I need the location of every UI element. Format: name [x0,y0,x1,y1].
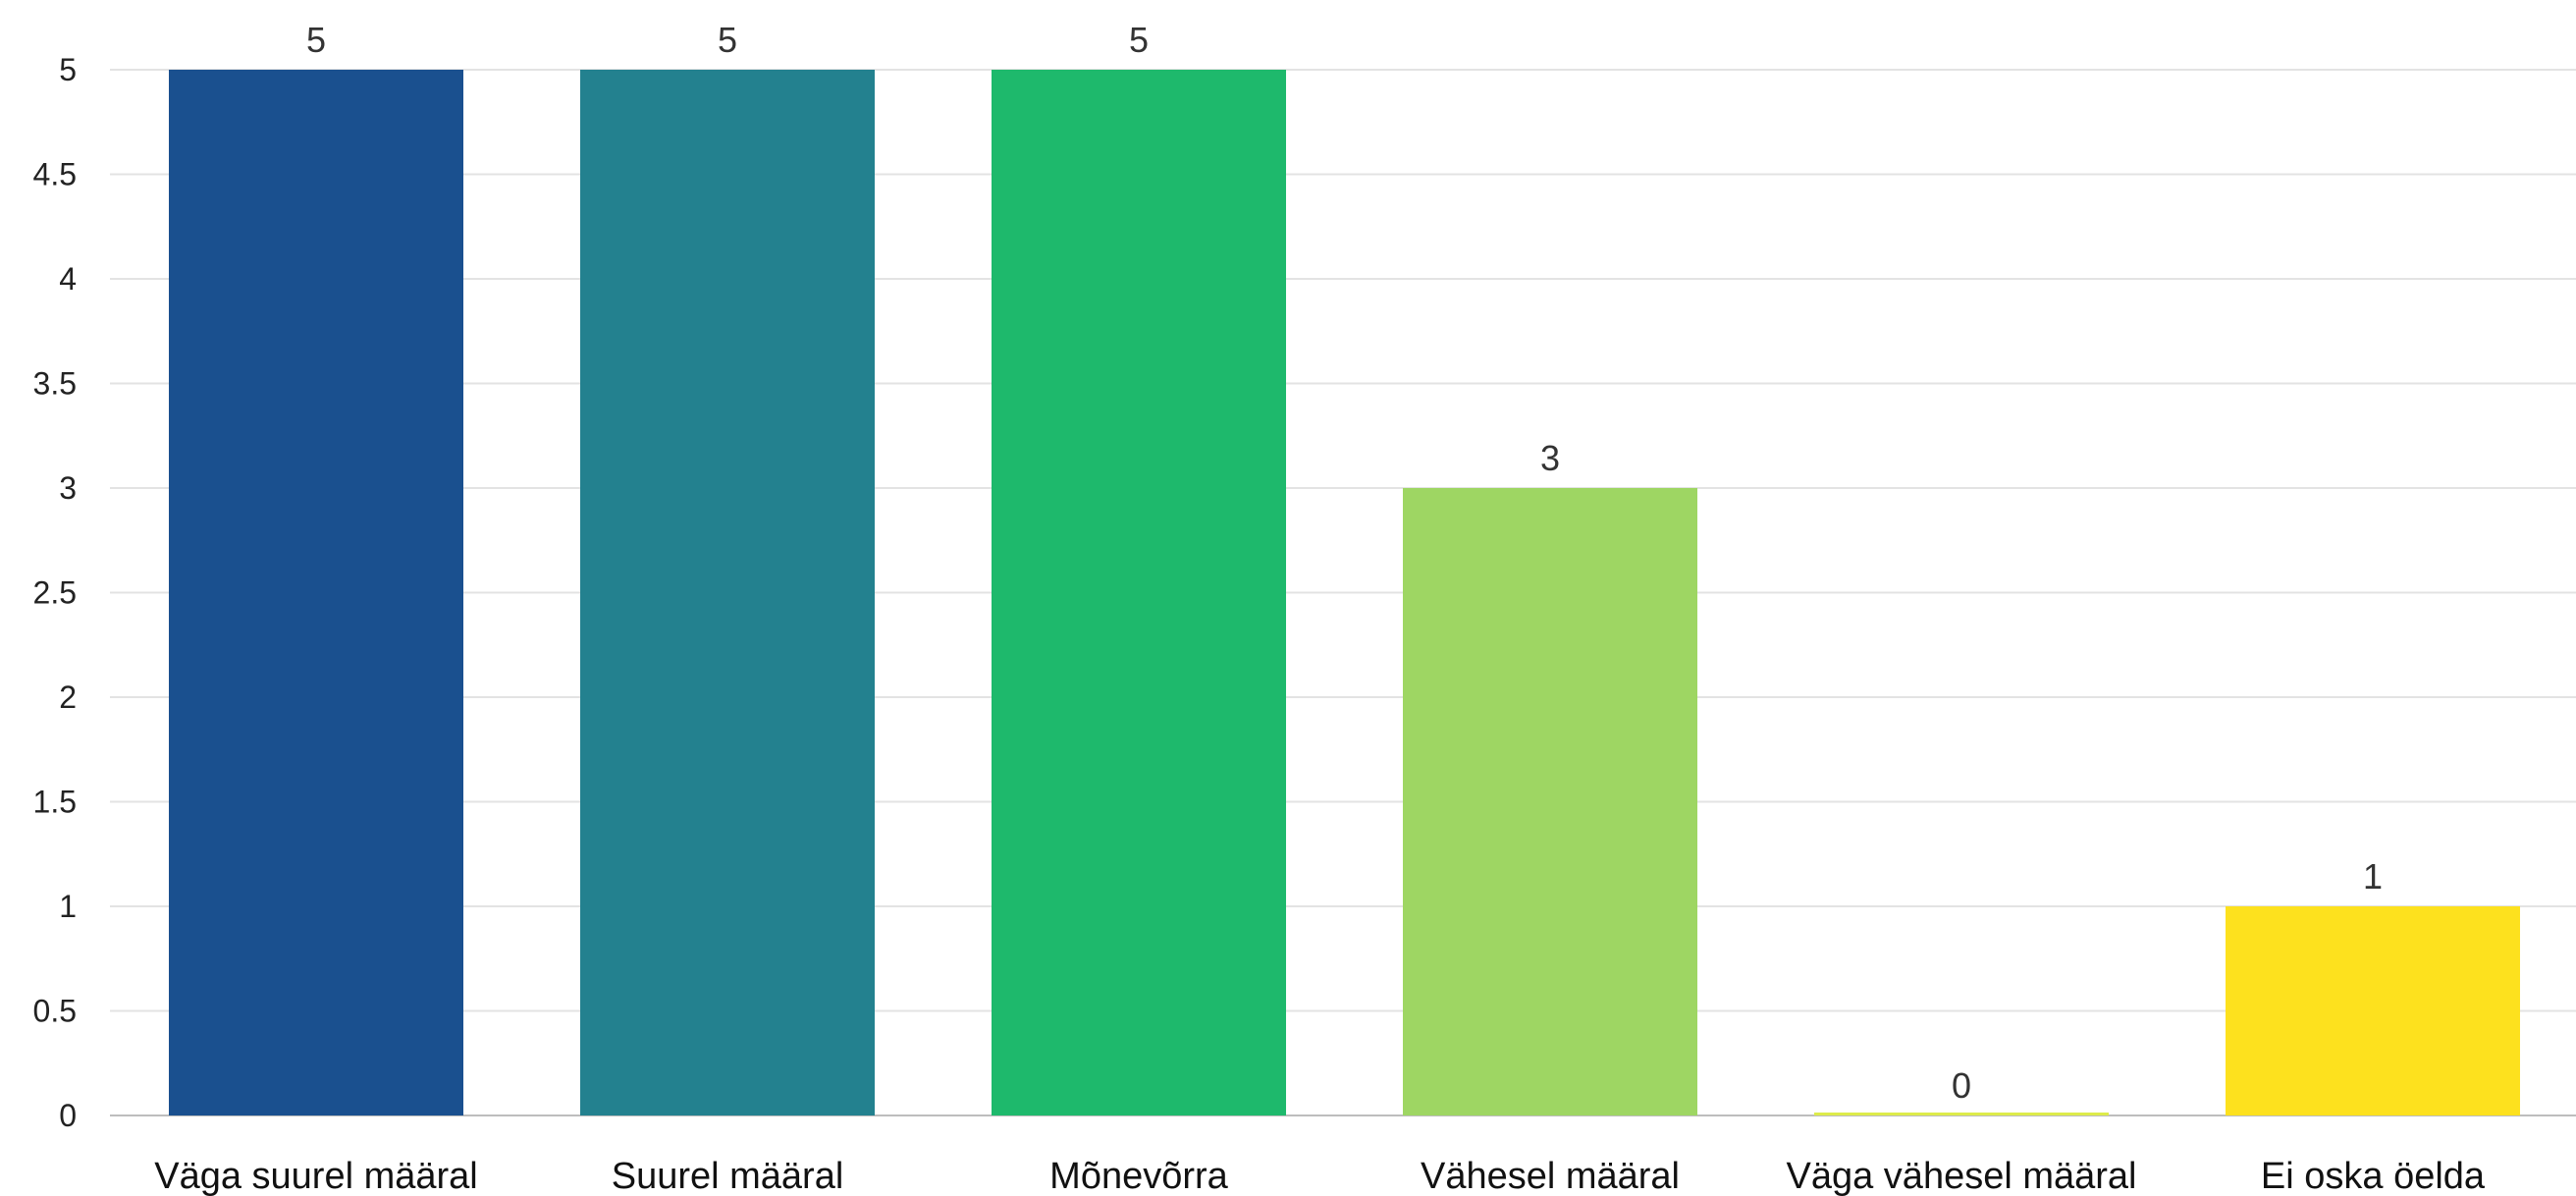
x-category-label-3: Mõnevõrra [1049,1156,1228,1196]
x-category-label-1: Väga suurel määral [154,1156,478,1196]
data-label-3: 5 [1129,20,1149,60]
y-tick-label: 0 [59,1098,77,1133]
y-tick-label: 4.5 [33,157,77,192]
bar-1 [169,70,463,1115]
x-category-label-2: Suurel määral [612,1156,844,1196]
x-category-label-5: Väga vähesel määral [1787,1156,2137,1196]
bar-6 [2226,906,2520,1115]
x-category-label-4: Vähesel määral [1421,1156,1680,1196]
y-tick-label: 3.5 [33,366,77,402]
y-tick-label: 5 [59,52,77,87]
data-labels: 5 5 5 3 0 1 [306,20,2383,1106]
data-label-2: 5 [718,20,737,60]
gridlines [110,69,2576,1116]
x-category-label-6: Ei oska öelda [2261,1156,2486,1196]
y-tick-label: 4 [59,261,77,297]
bar-2 [580,70,875,1115]
y-axis: 0 0.5 1 1.5 2 2.5 3 3.5 4 4.5 5 [33,52,77,1133]
bar-4 [1403,488,1697,1115]
data-label-5: 0 [1952,1065,1971,1106]
bars [169,70,2520,1115]
y-tick-label: 0.5 [33,994,77,1029]
x-axis: Väga suurel määral Suurel määral Mõnevõrra… [154,1156,2486,1196]
data-label-1: 5 [306,20,326,60]
bar-5 [1814,1113,2109,1115]
y-tick-label: 1.5 [33,785,77,820]
y-tick-label: 1 [59,889,77,924]
bar-3 [992,70,1286,1115]
y-tick-label: 3 [59,470,77,506]
y-tick-label: 2 [59,680,77,715]
y-tick-label: 2.5 [33,575,77,611]
data-label-6: 1 [2363,856,2383,897]
data-label-4: 3 [1540,438,1560,478]
